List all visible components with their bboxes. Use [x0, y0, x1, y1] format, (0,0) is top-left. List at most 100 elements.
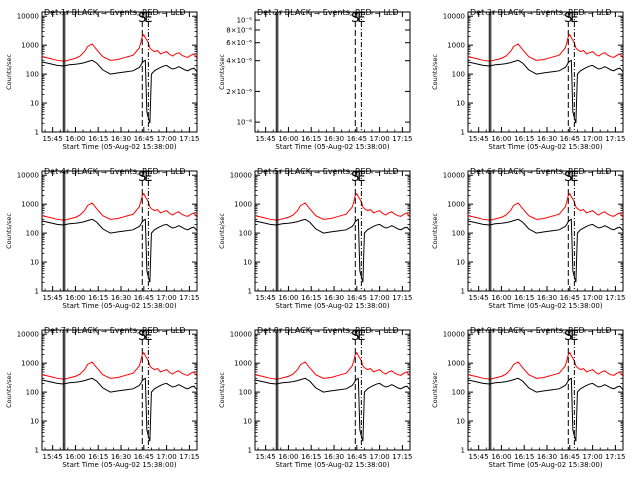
y-tick-label: 2×10⁻⁶: [226, 88, 252, 96]
y-tick-label: 10000: [17, 13, 39, 21]
x-tick-label: 16:00: [278, 135, 298, 143]
marker-label-e: E: [144, 11, 152, 26]
y-tick-label: 100: [452, 389, 465, 397]
marker-label-e: E: [357, 170, 365, 185]
x-tick-label: 17:15: [392, 135, 412, 143]
series-line-lld: [468, 33, 623, 62]
x-tick-label: 16:15: [514, 453, 534, 461]
y-tick-label: 1000: [447, 201, 465, 209]
x-tick-label: 16:00: [491, 453, 511, 461]
series-line-lld: [255, 192, 410, 221]
x-tick-label: 17:15: [605, 135, 625, 143]
x-tick-label: 17:15: [392, 453, 412, 461]
plot-frame: [41, 11, 198, 133]
y-tick-label: 1: [35, 447, 39, 455]
x-tick-label: 16:45: [560, 135, 580, 143]
x-tick-label: 16:00: [491, 294, 511, 302]
x-tick-label: 17:00: [157, 294, 177, 302]
x-tick-label: 17:00: [370, 453, 390, 461]
y-axis-label: Counts/sec: [218, 372, 226, 408]
x-tick-label: 16:30: [111, 135, 131, 143]
x-axis-label: Start Time (05-Aug-02 15:38:00): [275, 302, 389, 310]
y-tick-label: 10000: [443, 331, 465, 339]
panel-det-6: Det 6r BLACK = Events, RED = LLD 1 10 100 10…: [431, 167, 625, 310]
x-tick-label: 17:15: [179, 135, 199, 143]
y-tick-label: 6×10⁻⁶: [226, 39, 252, 47]
y-tick-label: 1: [248, 288, 252, 296]
marker-label-e: E: [570, 329, 578, 344]
x-axis-label: Start Time (05-Aug-02 15:38:00): [275, 143, 389, 151]
plot-frame: [254, 11, 411, 133]
x-tick-label: 17:15: [179, 453, 199, 461]
x-tick-label: 15:45: [43, 453, 63, 461]
x-tick-label: 16:30: [111, 294, 131, 302]
panel-det-5: Det 5r BLACK = Events, RED = LLD 1 10 100 10…: [218, 167, 412, 310]
x-tick-label: 17:00: [370, 294, 390, 302]
y-tick-label: 10000: [17, 331, 39, 339]
marker-label-s: S: [564, 329, 572, 344]
y-tick-label: 10: [456, 418, 465, 426]
panel-title: Det 2r BLACK = Events, RED = LLD: [257, 8, 399, 17]
y-axis-label: Counts/sec: [5, 372, 13, 408]
plot-frame: [41, 170, 198, 292]
x-tick-label: 17:15: [605, 294, 625, 302]
y-tick-label: 1000: [234, 201, 252, 209]
y-axis-label: Counts/sec: [218, 213, 226, 249]
y-tick-label: 10: [30, 418, 39, 426]
x-tick-label: 15:45: [256, 135, 276, 143]
x-tick-label: 15:45: [43, 294, 63, 302]
y-tick-label: 10: [243, 418, 252, 426]
x-tick-label: 16:00: [278, 453, 298, 461]
panel-title: Det 5r BLACK = Events, RED = LLD: [257, 167, 399, 176]
plot-frame: [254, 329, 411, 451]
y-tick-label: 10000: [443, 13, 465, 21]
y-axis-label: Counts/sec: [218, 54, 226, 90]
y-tick-label: 100: [26, 389, 39, 397]
marker-label-s: S: [564, 170, 572, 185]
series-line-lld: [42, 192, 197, 221]
y-axis-label: Counts/sec: [431, 54, 439, 90]
x-tick-label: 16:45: [347, 294, 367, 302]
plot-frame: [467, 11, 624, 133]
x-tick-label: 16:00: [65, 135, 85, 143]
y-tick-label: 8×10⁻⁶: [226, 26, 252, 34]
series-line-lld: [42, 351, 197, 380]
x-tick-label: 17:00: [583, 294, 603, 302]
y-tick-label: 100: [452, 71, 465, 79]
x-tick-label: 17:15: [392, 294, 412, 302]
x-tick-label: 17:15: [605, 453, 625, 461]
x-tick-label: 15:45: [469, 453, 489, 461]
x-tick-label: 17:00: [370, 135, 390, 143]
x-tick-label: 16:00: [491, 135, 511, 143]
x-tick-label: 15:45: [43, 135, 63, 143]
series-line-lld: [468, 351, 623, 380]
series-line-lld: [255, 351, 410, 380]
y-tick-label: 10⁻⁵: [237, 17, 253, 25]
y-tick-label: 1: [248, 447, 252, 455]
x-tick-label: 16:15: [301, 135, 321, 143]
y-tick-label: 10000: [230, 172, 252, 180]
x-tick-label: 17:00: [583, 453, 603, 461]
x-tick-label: 16:15: [301, 453, 321, 461]
y-tick-label: 1000: [21, 360, 39, 368]
plot-frame: [467, 170, 624, 292]
y-axis-label: Counts/sec: [5, 54, 13, 90]
x-tick-label: 15:45: [256, 294, 276, 302]
series-line-lld: [42, 33, 197, 62]
y-tick-label: 10⁻⁶: [237, 119, 253, 127]
x-tick-label: 16:15: [514, 294, 534, 302]
panel-det-2: Det 2r BLACK = Events, RED = LLD 10⁻⁶ 2×10…: [218, 8, 412, 151]
x-axis-label: Start Time (05-Aug-02 15:38:00): [488, 143, 602, 151]
marker-label-e: E: [144, 170, 152, 185]
panel-title: Det 8r BLACK = Events, RED = LLD: [257, 326, 399, 335]
y-axis-label: Counts/sec: [5, 213, 13, 249]
marker-label-e: E: [570, 170, 578, 185]
y-tick-label: 1000: [447, 360, 465, 368]
x-tick-label: 16:45: [347, 135, 367, 143]
x-axis-label: Start Time (05-Aug-02 15:38:00): [488, 461, 602, 469]
y-tick-label: 100: [239, 389, 252, 397]
panel-title: Det 9r BLACK = Events, RED = LLD: [470, 326, 612, 335]
y-tick-label: 1: [35, 129, 39, 137]
y-tick-label: 10: [456, 259, 465, 267]
